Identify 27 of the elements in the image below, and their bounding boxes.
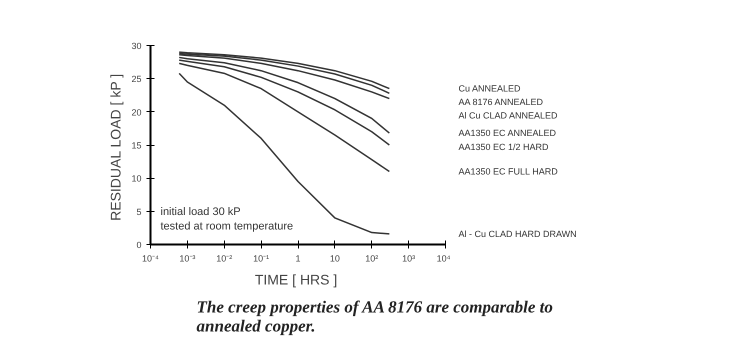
text: AA 8176 ANNEALED xyxy=(458,96,544,107)
annotation: initial load 30 kP tested at room temperature xyxy=(160,206,294,232)
y-tick-label: 5 xyxy=(136,206,142,217)
x-tick-label: 10⁻⁴ xyxy=(142,254,160,264)
y-tick-label: 0 xyxy=(136,240,142,250)
text: The creep properties of AA 8176 are comparable to annealed copper. xyxy=(196,298,553,336)
text: Cu ANNEALED xyxy=(458,84,522,94)
x-tick-label: 10³ xyxy=(402,254,416,264)
y-axis-title: RESIDUAL LOAD [ kP ] xyxy=(107,74,124,221)
text: Al - Cu CLAD HARD DRAWN xyxy=(458,228,577,239)
text: AA1350 EC FULL HARD xyxy=(458,166,558,177)
y-tick-label: 25 xyxy=(131,74,142,84)
y-tick-label: 30 xyxy=(131,41,142,51)
x-tick-label: 10⁻² xyxy=(216,254,232,264)
text: AA1350 EC 1/2 HARD xyxy=(458,142,550,152)
x-tick-label: 10 xyxy=(330,254,340,264)
x-tick-label: 10⁴ xyxy=(436,254,451,264)
y-tick-label: 15 xyxy=(131,140,142,150)
text: AA1350 EC ANNEALED xyxy=(458,128,557,138)
x-tick-label: 10⁻¹ xyxy=(253,254,270,264)
x-axis-title: TIME [ HRS ] xyxy=(254,272,338,288)
x-tick-label: 10⁻³ xyxy=(179,254,196,264)
text: Al Cu CLAD ANNEALED xyxy=(458,110,558,120)
x-tick-label: 10² xyxy=(365,254,378,264)
x-tick-label: 1 xyxy=(295,254,301,264)
y-tick-label: 20 xyxy=(131,107,142,118)
y-tick-label: 10 xyxy=(131,174,142,184)
